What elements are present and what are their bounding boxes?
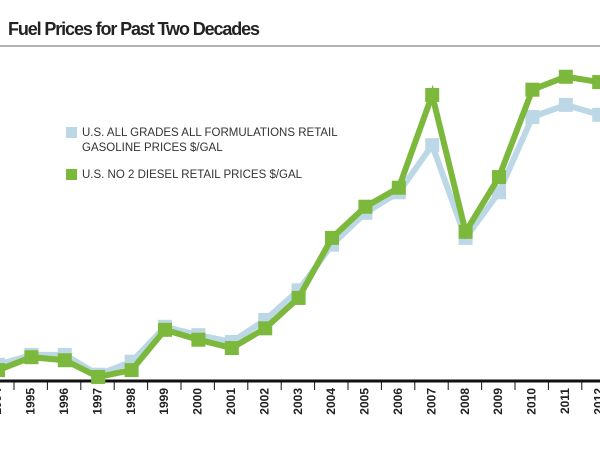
point: [425, 138, 440, 153]
legend-swatch: [66, 169, 77, 180]
x-tick-label: 2005: [358, 388, 372, 415]
point: [558, 97, 573, 112]
point: [57, 353, 72, 368]
x-tick-label: 2009: [491, 388, 505, 415]
point: [592, 75, 600, 90]
x-tick-label: 1999: [157, 388, 171, 415]
x-tick-label: 1996: [57, 388, 71, 415]
x-tick-label: 2007: [424, 388, 438, 415]
x-tick-label: 1994: [0, 388, 4, 415]
point: [558, 69, 573, 84]
x-tick-label: 2004: [324, 388, 338, 415]
x-tick-label: 1997: [90, 388, 104, 415]
legend-swatch: [66, 127, 77, 138]
point: [325, 230, 339, 245]
point: [492, 170, 506, 185]
x-tick-label: 1998: [124, 388, 138, 415]
point: [492, 185, 506, 200]
point: [158, 322, 172, 337]
point: [124, 363, 139, 378]
point: [592, 107, 600, 122]
point: [391, 180, 406, 195]
point: [91, 369, 106, 384]
point: [224, 341, 239, 356]
point: [525, 110, 540, 125]
point: [24, 350, 39, 365]
point: [291, 290, 306, 305]
point: [0, 363, 5, 378]
x-tick-label: 2003: [291, 388, 305, 415]
point: [258, 321, 273, 336]
x-tick-label: 2010: [525, 388, 539, 415]
x-tick-label: 1995: [24, 388, 38, 415]
point: [358, 199, 373, 214]
legend-item: U.S. ALL GRADES ALL FORMULATIONS RETAIL …: [66, 126, 356, 156]
point: [191, 332, 206, 347]
legend-label: U.S. ALL GRADES ALL FORMULATIONS RETAIL …: [82, 127, 338, 154]
x-tick-label: 2008: [458, 388, 472, 415]
chart-title: Fuel Prices for Past Two Decades: [8, 19, 260, 39]
point: [458, 224, 473, 239]
x-tick-label: 2002: [257, 388, 271, 415]
x-tick-label: 2000: [191, 388, 205, 415]
x-tick-label: 2012: [591, 388, 600, 415]
x-tick-label: 2011: [558, 388, 572, 414]
x-tick-label: 2001: [224, 388, 238, 415]
point: [425, 88, 440, 102]
legend-item: U.S. NO 2 DIESEL RETAIL PRICES $/GAL: [66, 168, 356, 183]
series-line: [0, 73, 600, 381]
point: [525, 82, 540, 97]
x-tick-label: 2006: [391, 388, 405, 415]
legend-label: U.S. NO 2 DIESEL RETAIL PRICES $/GAL: [82, 169, 303, 181]
